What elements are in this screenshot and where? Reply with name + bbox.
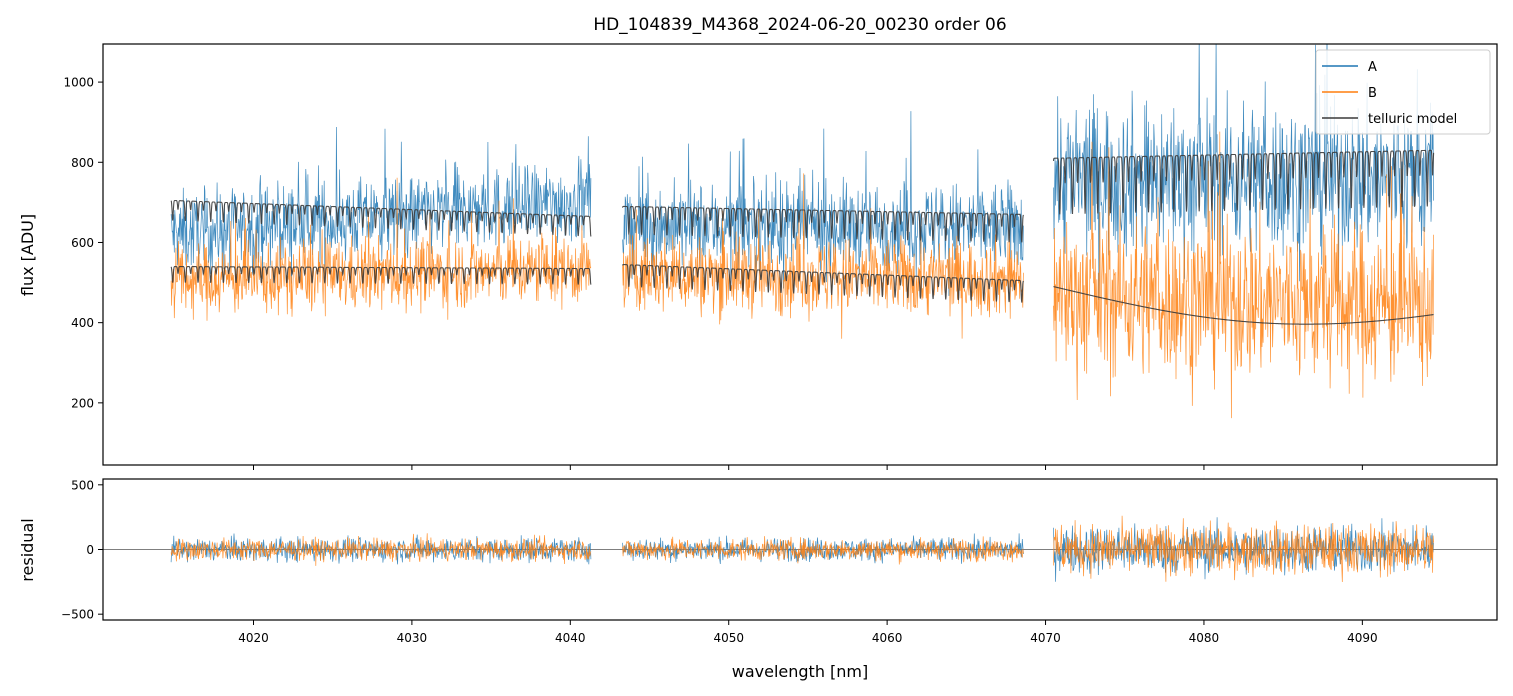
telluric-model-b-segment-3 <box>1053 286 1434 325</box>
x-tick-label: 4090 <box>1347 631 1378 645</box>
x-tick-label: 4020 <box>238 631 269 645</box>
legend-label-a: A <box>1368 60 1377 75</box>
telluric-model-curve-b <box>170 264 1434 325</box>
legend-label-b: B <box>1368 86 1377 101</box>
flux-y-tick-label: 400 <box>71 316 94 330</box>
flux-y-tick-label: 800 <box>71 156 94 170</box>
x-tick-label: 4060 <box>872 631 903 645</box>
residual-x-ticks: 4020 4030 4040 4050 4060 4070 4080 4090 <box>238 620 1378 645</box>
residual-y-tick-label: 500 <box>71 478 94 492</box>
telluric-model-b-segment-2 <box>622 264 1024 303</box>
telluric-model-curve-a <box>170 149 1435 243</box>
legend-box <box>1315 49 1491 135</box>
x-tick-label: 4050 <box>713 631 744 645</box>
legend-label-telluric: telluric model <box>1368 112 1457 127</box>
flux-panel-data <box>170 44 1435 419</box>
series-a-flux-segment-2 <box>622 111 1024 296</box>
residual-y-axis-label: residual <box>18 518 37 581</box>
series-b-flux-segment-2 <box>622 173 1024 339</box>
series-a-flux <box>170 44 1434 300</box>
legend: A B telluric model <box>1315 49 1491 135</box>
residual-y-ticks: −500 0 500 <box>61 478 103 622</box>
residual-y-tick-label: 0 <box>86 543 94 557</box>
telluric-model-a-segment-3 <box>1052 149 1435 215</box>
x-axis-label: wavelength [nm] <box>732 662 869 681</box>
flux-y-ticks: 200 400 600 800 1000 <box>63 76 103 410</box>
residual-panel-data <box>103 515 1497 583</box>
series-b-residual-segment-2 <box>622 536 1024 565</box>
flux-y-tick-label: 600 <box>71 236 94 250</box>
series-a-flux-segment-3 <box>1053 44 1434 300</box>
residual-y-tick-label: −500 <box>61 608 94 622</box>
flux-y-axis-label: flux [ADU] <box>18 214 37 296</box>
x-tick-label: 4070 <box>1030 631 1061 645</box>
x-tick-label: 4080 <box>1189 631 1220 645</box>
telluric-model-a-segment-2 <box>622 205 1024 243</box>
chart-title: HD_104839_M4368_2024-06-20_00230 order 0… <box>593 15 1006 35</box>
x-tick-label: 4030 <box>397 631 428 645</box>
telluric-model-a-segment-1 <box>170 199 592 237</box>
series-a-flux-segment-1 <box>170 126 592 284</box>
flux-y-tick-label: 1000 <box>63 76 94 90</box>
x-tick-label: 4040 <box>555 631 586 645</box>
series-b-flux-segment-3 <box>1053 131 1434 419</box>
flux-y-tick-label: 200 <box>71 396 94 410</box>
flux-x-ticks <box>252 465 1363 470</box>
flux-panel-frame <box>102 43 1498 466</box>
series-b-residual <box>170 515 1434 583</box>
series-b-residual-segment-3 <box>1053 515 1434 583</box>
telluric-model-b-segment-1 <box>170 265 592 285</box>
series-b-residual-segment-1 <box>170 533 592 566</box>
